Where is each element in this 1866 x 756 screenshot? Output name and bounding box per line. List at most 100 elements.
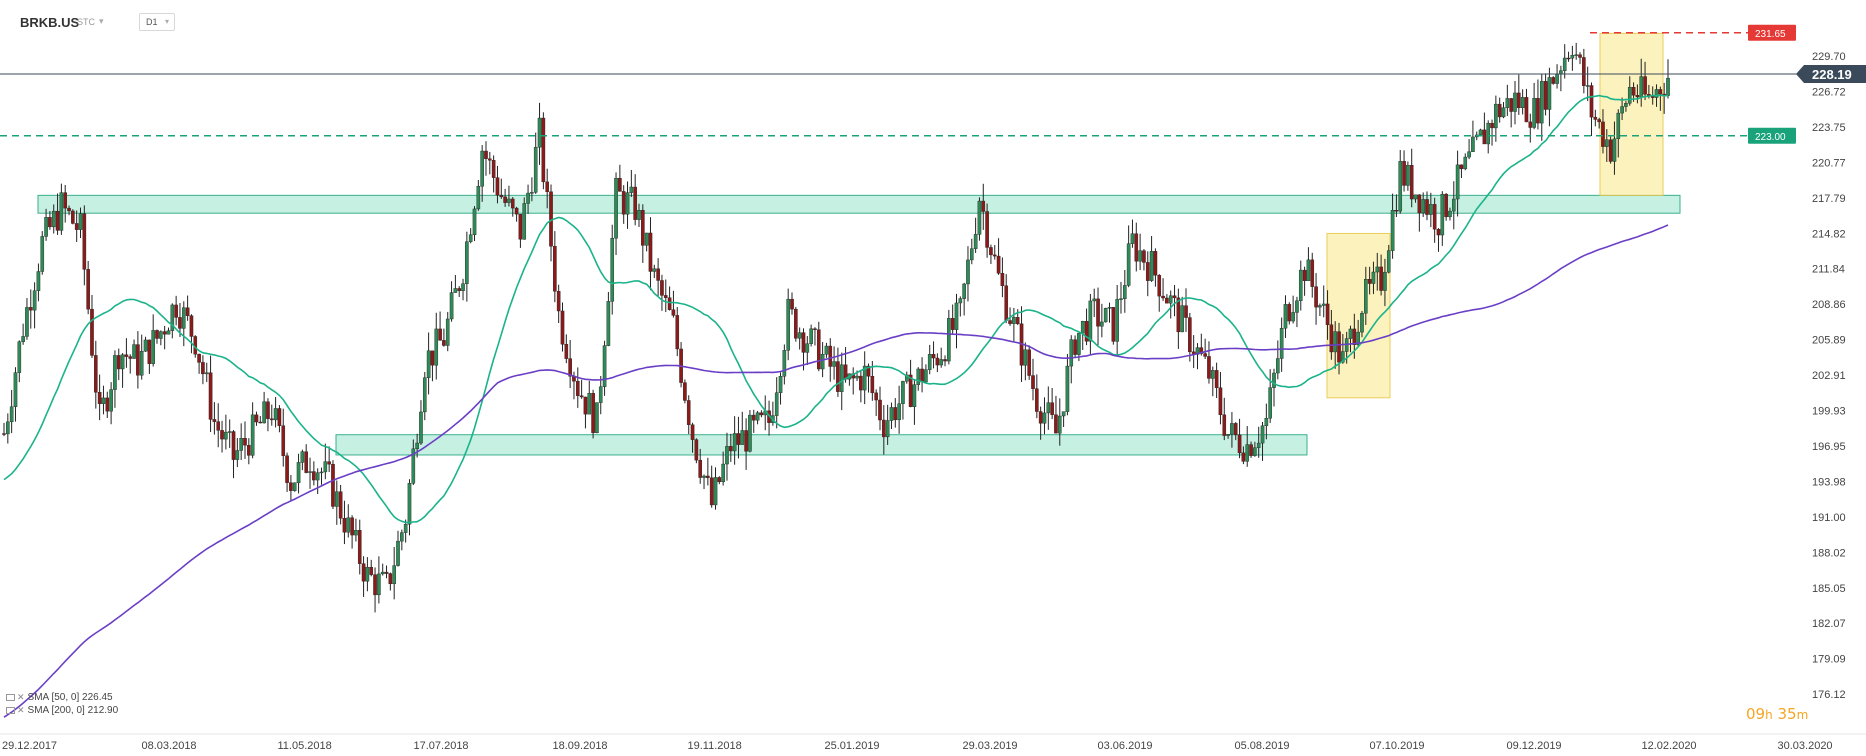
candle: [181, 307, 186, 329]
candle: [1207, 356, 1211, 379]
candle: [958, 298, 963, 304]
candle: [713, 477, 718, 506]
highlight-autumn-2019: [1326, 232, 1391, 399]
candle: [1123, 285, 1127, 299]
candle: [296, 462, 301, 484]
candle: [231, 431, 236, 460]
candle: [996, 255, 1001, 274]
settings-icon[interactable]: [6, 693, 15, 701]
candle: [128, 356, 133, 359]
candle: [1023, 349, 1028, 366]
candle: [1084, 321, 1089, 342]
candle: [457, 288, 462, 291]
candle: [419, 411, 423, 444]
candle: [1210, 370, 1215, 379]
candle: [1291, 312, 1295, 322]
candle: [1157, 275, 1162, 297]
candle: [147, 339, 152, 364]
candle: [1103, 308, 1108, 323]
candle: [954, 302, 959, 330]
candle: [560, 310, 565, 345]
candle: [109, 389, 113, 412]
candle: [139, 350, 144, 376]
candle: [1325, 303, 1330, 325]
candle: [434, 328, 439, 366]
candle: [1348, 328, 1353, 339]
candle: [308, 471, 312, 473]
candle: [973, 234, 978, 249]
candle: [25, 307, 29, 337]
candle: [706, 475, 710, 478]
candle: [1050, 402, 1054, 415]
candle: [468, 234, 473, 242]
candle: [323, 461, 328, 473]
candle: [415, 442, 419, 450]
candle: [755, 412, 760, 421]
level-badge-231-text: 231.65: [1755, 29, 1786, 40]
candle: [606, 301, 611, 346]
candle: [744, 430, 748, 452]
sma200-line: [3, 224, 1669, 718]
candle: [281, 425, 286, 456]
candle: [698, 459, 703, 478]
candle: [748, 414, 752, 452]
candle: [178, 317, 182, 329]
candle: [2, 433, 6, 435]
candle: [1230, 423, 1234, 435]
y-tick-label: 217.79: [1812, 193, 1846, 205]
candle: [1004, 285, 1009, 321]
candle: [969, 248, 974, 261]
candle: [1184, 305, 1188, 318]
candle: [920, 368, 924, 383]
candle: [1654, 89, 1659, 98]
settings-icon[interactable]: [6, 706, 15, 714]
candle: [1038, 411, 1043, 424]
candle: [159, 331, 163, 339]
x-tick-label: 19.11.2018: [688, 740, 742, 752]
candle: [304, 451, 308, 473]
candle: [618, 178, 622, 192]
candle: [610, 237, 615, 302]
candle: [442, 340, 446, 346]
candle: [874, 392, 878, 401]
candle: [250, 414, 255, 456]
candle: [981, 200, 986, 212]
candle: [354, 530, 358, 536]
symbol-label[interactable]: BRKB.US: [20, 15, 80, 30]
timeframe-select[interactable]: D1 ▾: [139, 13, 175, 31]
candle: [143, 339, 148, 352]
highlight-jan-2020: [1599, 32, 1664, 196]
candle: [935, 357, 940, 366]
candle: [797, 332, 802, 339]
candle: [224, 431, 228, 440]
close-icon[interactable]: ✕: [17, 692, 25, 702]
legend-sma50[interactable]: ✕ SMA [50, 0] 226.45: [6, 692, 113, 703]
candle: [732, 433, 737, 452]
candle: [866, 365, 871, 377]
candle: [1559, 70, 1563, 75]
candle: [1237, 434, 1242, 454]
candle: [1214, 370, 1219, 388]
candle: [1624, 103, 1628, 107]
chevron-down-icon[interactable]: ▾: [99, 16, 104, 26]
close-icon[interactable]: ✕: [17, 705, 25, 715]
candle: [1165, 297, 1169, 304]
candle: [556, 291, 561, 312]
chart-toolbar: BRKB.US STC ▾ D1 ▾: [0, 0, 1866, 34]
candle: [1501, 107, 1506, 118]
candle: [1398, 161, 1403, 212]
candle: [947, 318, 951, 362]
candle: [116, 355, 121, 370]
candle: [59, 192, 64, 231]
candle: [908, 374, 913, 407]
candle: [1524, 97, 1529, 123]
candle: [832, 361, 836, 367]
market-label[interactable]: STC: [77, 17, 95, 27]
candle: [725, 446, 729, 465]
candle: [86, 269, 90, 310]
candle: [488, 158, 492, 161]
legend-sma200[interactable]: ✕ SMA [200, 0] 212.90: [6, 705, 118, 716]
candle: [660, 280, 664, 296]
candle: [503, 196, 507, 203]
